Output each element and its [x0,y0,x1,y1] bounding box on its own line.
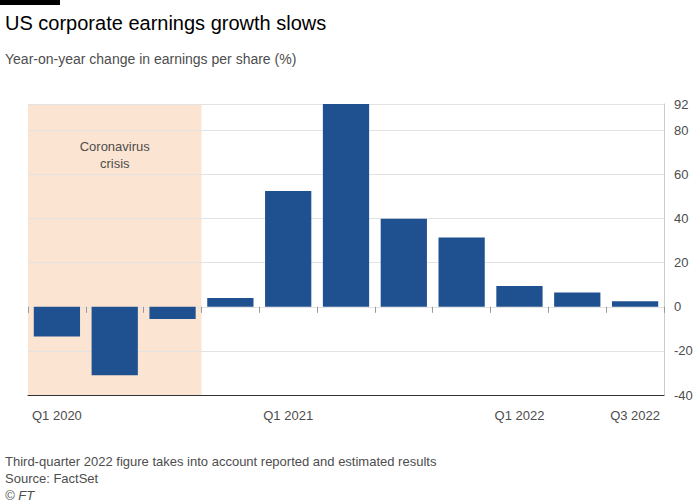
svg-text:Year-on-year change in earning: Year-on-year change in earnings per shar… [5,51,296,67]
svg-text:Source: FactSet: Source: FactSet [5,471,99,486]
svg-text:Q1 2020: Q1 2020 [32,408,82,423]
svg-text:-40: -40 [674,388,693,403]
svg-text:© FT: © FT [5,488,35,500]
svg-text:Q1 2022: Q1 2022 [495,408,545,423]
svg-text:60: 60 [674,167,688,182]
svg-text:92: 92 [674,97,688,112]
svg-text:crisis: crisis [100,156,130,171]
svg-text:Third-quarter 2022 figure take: Third-quarter 2022 figure takes into acc… [5,454,437,469]
svg-text:0: 0 [674,299,681,314]
svg-text:Q1 2021: Q1 2021 [263,408,313,423]
svg-text:40: 40 [674,211,688,226]
svg-text:-20: -20 [674,343,693,358]
svg-text:80: 80 [674,123,688,138]
svg-text:20: 20 [674,255,688,270]
svg-text:Q3 2022: Q3 2022 [610,408,660,423]
svg-text:Coronavirus: Coronavirus [80,139,151,154]
svg-text:US corporate earnings growth s: US corporate earnings growth slows [5,12,326,34]
